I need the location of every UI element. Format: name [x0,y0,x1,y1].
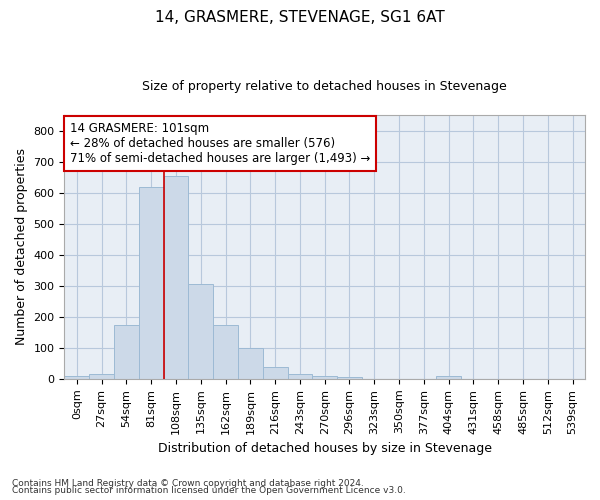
Bar [287,374,313,379]
Bar [164,176,188,379]
Text: 14, GRASMERE, STEVENAGE, SG1 6AT: 14, GRASMERE, STEVENAGE, SG1 6AT [155,10,445,25]
Text: Contains public sector information licensed under the Open Government Licence v3: Contains public sector information licen… [12,486,406,495]
Bar [139,188,164,379]
Bar [436,376,461,379]
Y-axis label: Number of detached properties: Number of detached properties [15,148,28,346]
Bar [238,348,263,379]
Text: 14 GRASMERE: 101sqm
← 28% of detached houses are smaller (576)
71% of semi-detac: 14 GRASMERE: 101sqm ← 28% of detached ho… [70,122,370,164]
Bar [263,366,287,379]
Bar [313,376,337,379]
X-axis label: Distribution of detached houses by size in Stevenage: Distribution of detached houses by size … [158,442,492,455]
Title: Size of property relative to detached houses in Stevenage: Size of property relative to detached ho… [142,80,507,93]
Text: Contains HM Land Registry data © Crown copyright and database right 2024.: Contains HM Land Registry data © Crown c… [12,478,364,488]
Bar [188,284,213,379]
Bar [114,324,139,379]
Bar [213,324,238,379]
Bar [89,374,114,379]
Bar [64,376,89,379]
Bar [337,378,362,379]
